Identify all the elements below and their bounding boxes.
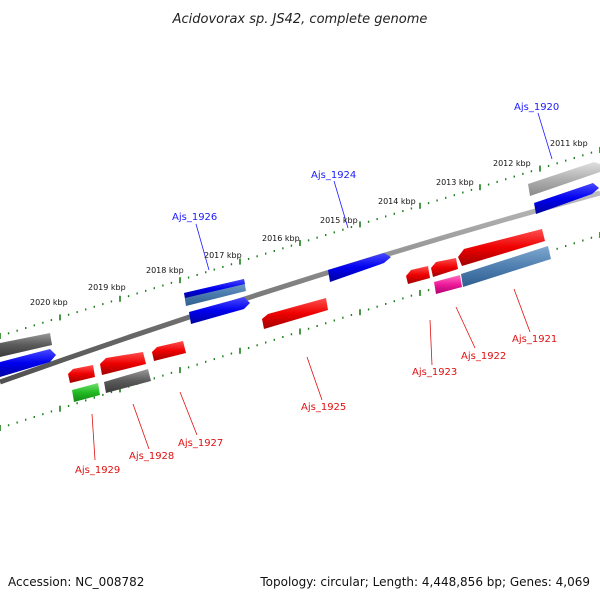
- gene-ajs-1925[interactable]: [262, 298, 328, 329]
- scale-label-2011: 2011 kbp: [550, 139, 588, 148]
- label-ajs-1926[interactable]: Ajs_1926: [172, 212, 217, 223]
- leader-lines: [91, 112, 553, 461]
- genome-backbone: [0, 190, 600, 385]
- scale-label-2012: 2012 kbp: [493, 159, 531, 168]
- gene-labels-top: Ajs_1920 Ajs_1924 Ajs_1926: [172, 102, 559, 223]
- label-ajs-1927[interactable]: Ajs_1927: [178, 438, 223, 449]
- gene-ajs-1929[interactable]: [72, 383, 100, 402]
- label-ajs-1922[interactable]: Ajs_1922: [461, 351, 506, 362]
- leader-ajs-1928: [132, 403, 150, 450]
- gene-ajs-1928-red[interactable]: [100, 352, 146, 375]
- leader-ajs-1920: [537, 112, 553, 160]
- gene-ajs-1923[interactable]: [406, 266, 430, 284]
- leader-ajs-1921: [513, 288, 531, 333]
- gene-ajs-1922[interactable]: [434, 275, 462, 294]
- leader-ajs-1929: [91, 413, 96, 461]
- map-title: Acidovorax sp. JS42, complete genome: [172, 12, 428, 27]
- gene-ajs-1921-red[interactable]: [458, 229, 545, 266]
- label-ajs-1920[interactable]: Ajs_1920: [514, 102, 559, 113]
- scale-label-2017: 2017 kbp: [204, 251, 242, 260]
- label-ajs-1928[interactable]: Ajs_1928: [129, 451, 174, 462]
- leader-ajs-1924: [333, 180, 349, 229]
- scale-label-2015: 2015 kbp: [320, 216, 358, 225]
- scale-label-2014: 2014 kbp: [378, 197, 416, 206]
- reverse-genes: [68, 229, 551, 402]
- gene-left-gray[interactable]: [0, 333, 52, 357]
- label-ajs-1925[interactable]: Ajs_1925: [301, 402, 346, 413]
- leader-ajs-1922: [455, 306, 476, 349]
- gene-ajs-1928[interactable]: [104, 369, 151, 393]
- gene-ajs-1924[interactable]: [328, 253, 391, 282]
- scale-label-2019: 2019 kbp: [88, 283, 126, 292]
- scale-label-2013: 2013 kbp: [436, 178, 474, 187]
- scale-label-2016: 2016 kbp: [262, 234, 300, 243]
- leader-ajs-1926: [195, 223, 210, 271]
- accession-text: Accession: NC_008782: [8, 575, 144, 589]
- gene-ajs-1921[interactable]: [461, 246, 551, 287]
- gene-ajs-1926-top[interactable]: [184, 279, 245, 298]
- gene-left-blue[interactable]: [0, 349, 56, 377]
- leader-ajs-1925: [306, 356, 323, 401]
- label-ajs-1921[interactable]: Ajs_1921: [512, 334, 557, 345]
- gene-labels-bottom: Ajs_1921 Ajs_1922 Ajs_1923 Ajs_1925 Ajs_…: [75, 334, 557, 476]
- gene-ajs-1929-red[interactable]: [68, 365, 95, 383]
- label-ajs-1929[interactable]: Ajs_1929: [75, 465, 120, 476]
- label-ajs-1923[interactable]: Ajs_1923: [412, 367, 457, 378]
- gene-forward-blue[interactable]: [534, 183, 599, 214]
- gene-forward-blue-2[interactable]: [189, 297, 250, 324]
- outer-tick-ring: [0, 147, 600, 339]
- scale-labels: 2011 kbp 2012 kbp 2013 kbp 2014 kbp 2015…: [30, 139, 588, 307]
- scale-label-2018: 2018 kbp: [146, 266, 184, 275]
- gene-ajs-1927[interactable]: [152, 341, 186, 361]
- forward-genes: [0, 162, 600, 377]
- leader-ajs-1923: [429, 319, 433, 366]
- scale-label-2020: 2020 kbp: [30, 298, 68, 307]
- label-ajs-1924[interactable]: Ajs_1924: [311, 170, 356, 181]
- genome-summary-text: Topology: circular; Length: 4,448,856 bp…: [259, 575, 590, 589]
- gene-ajs-1920[interactable]: [528, 162, 600, 196]
- gene-red-small-1[interactable]: [431, 258, 458, 277]
- leader-ajs-1927: [179, 391, 198, 436]
